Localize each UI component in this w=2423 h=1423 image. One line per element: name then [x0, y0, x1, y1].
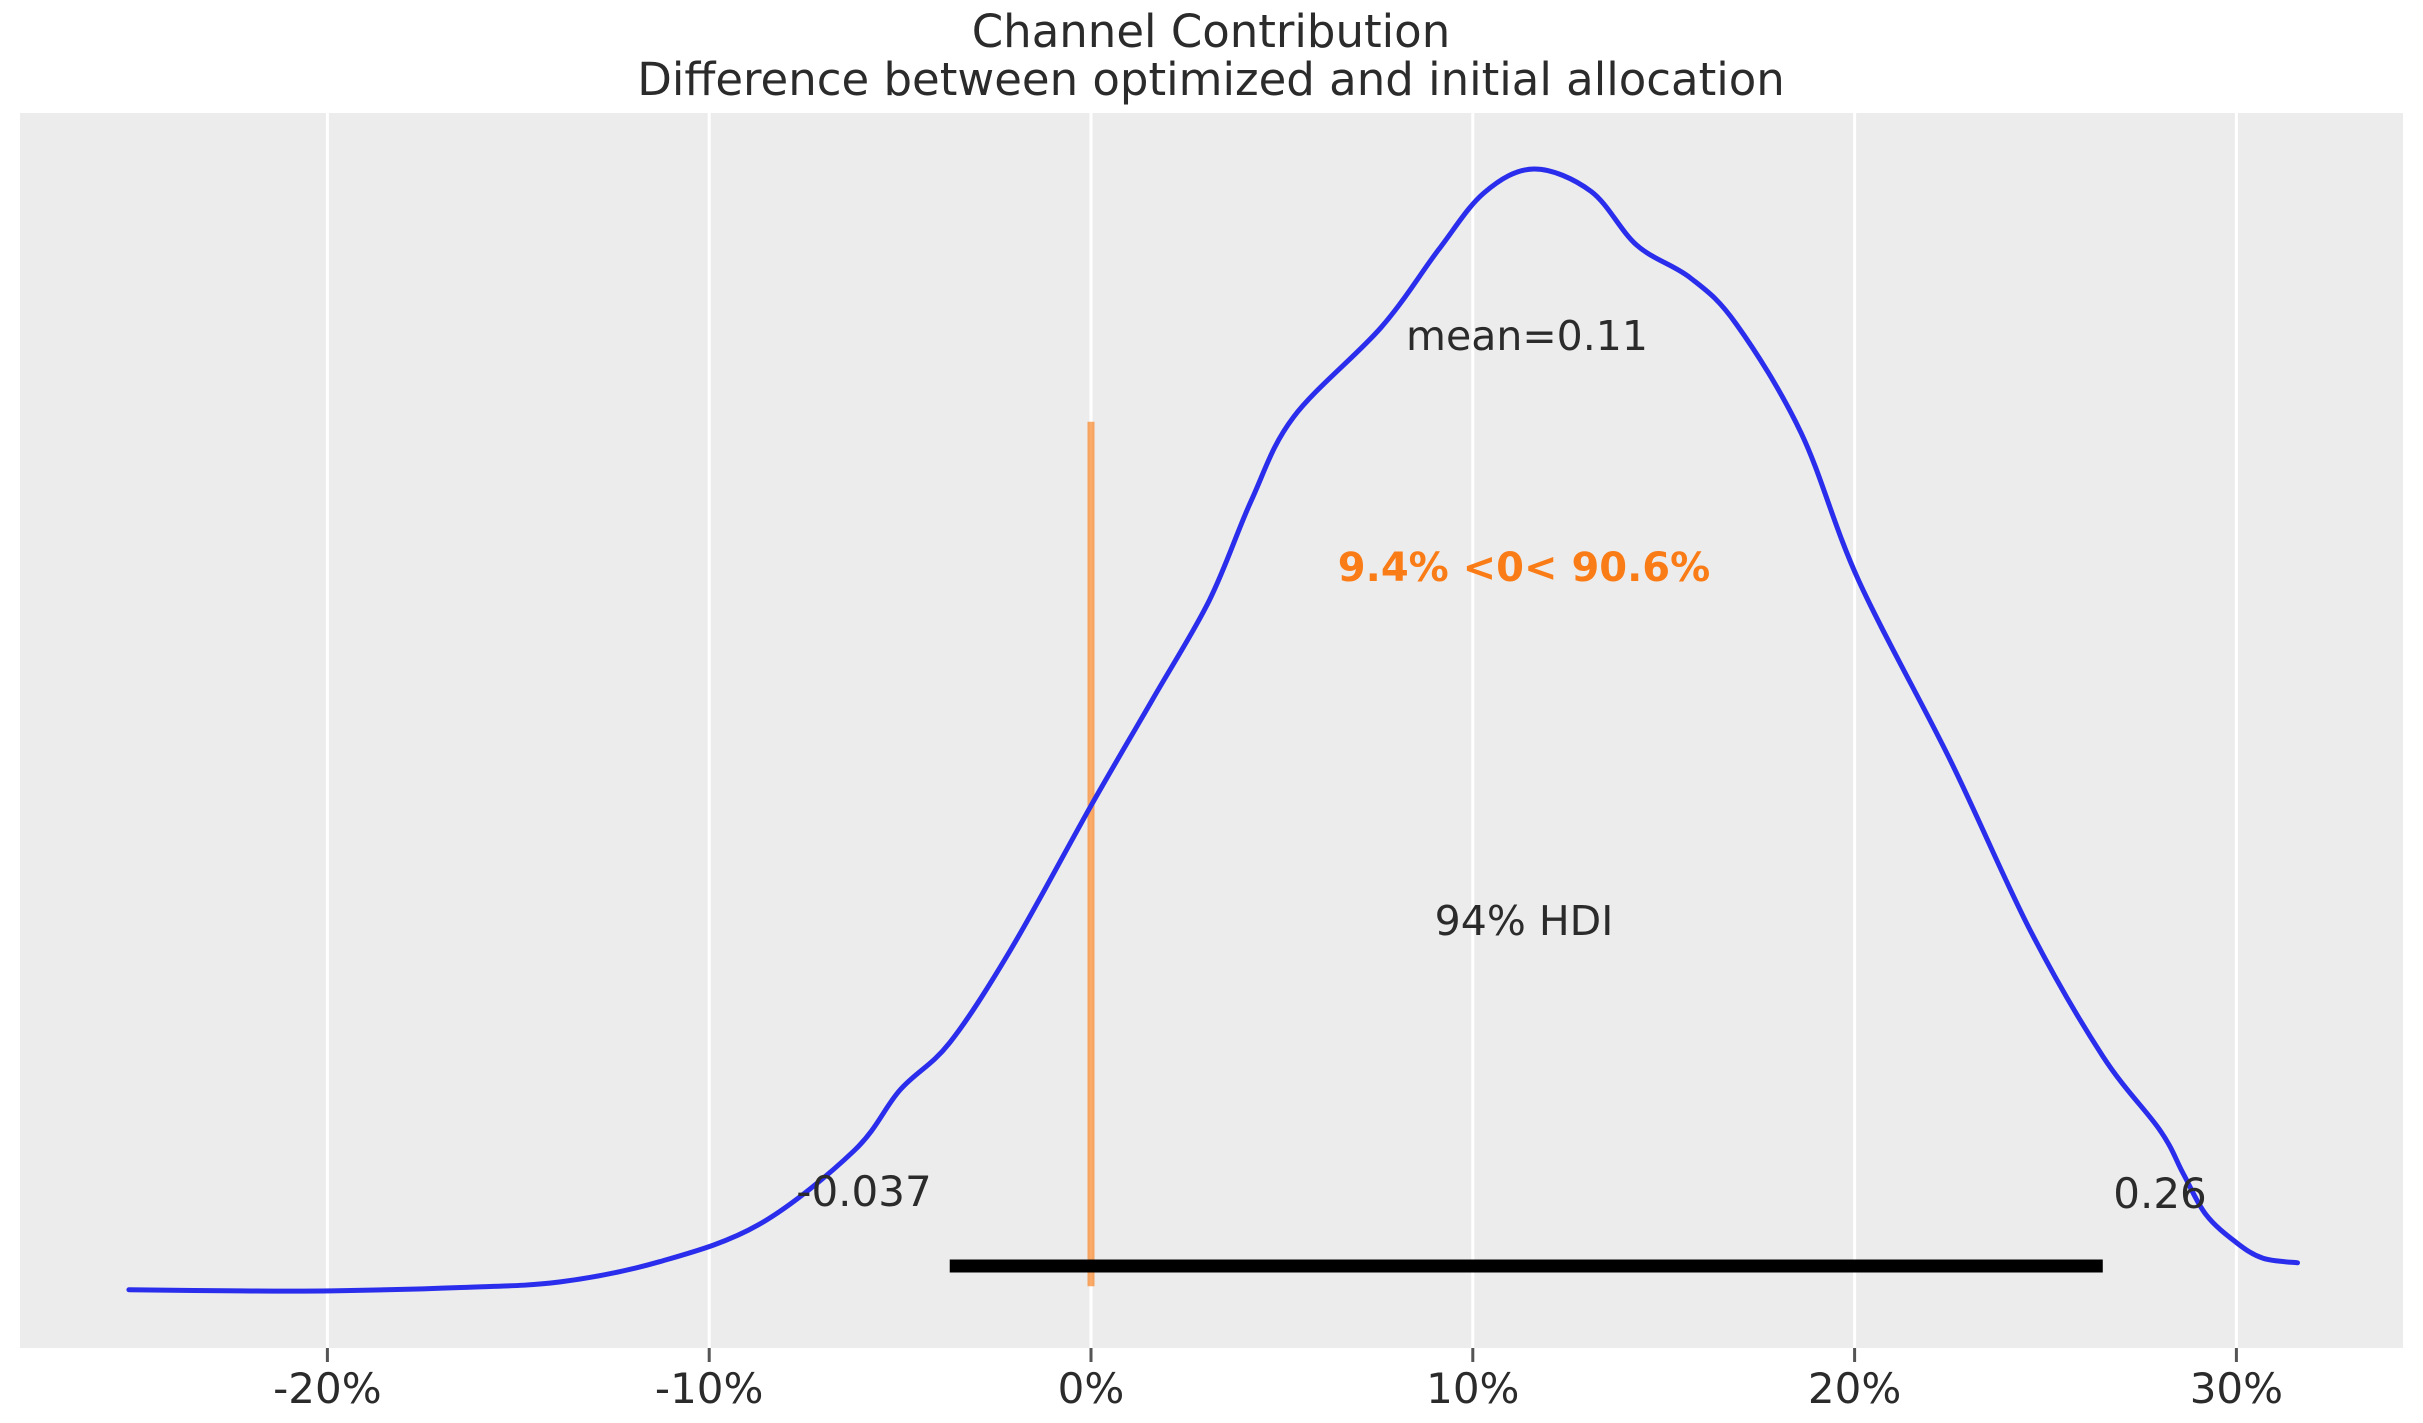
- ref-value-probability-annotation: 9.4% <0< 90.6%: [1337, 545, 1711, 591]
- mean-annotation: mean=0.11: [1406, 312, 1648, 360]
- chart-title-line2: Difference between optimized and initial…: [637, 53, 1785, 106]
- kde-curve: [126, 166, 2300, 1294]
- x-tick-label: 10%: [1426, 1364, 1520, 1413]
- chart-title-line1: Channel Contribution: [971, 5, 1451, 58]
- hdi-lower-value-label: -0.037: [796, 1167, 932, 1216]
- chart-title: Channel Contribution Difference between …: [637, 8, 1785, 104]
- hdi-title-annotation: 94% HDI: [1434, 897, 1614, 945]
- x-tick-label: 30%: [2189, 1364, 2284, 1413]
- hdi-upper-value-label: 0.26: [2113, 1169, 2207, 1218]
- x-tick-label: 0%: [1057, 1364, 1125, 1413]
- x-tick-label: -20%: [273, 1364, 382, 1413]
- plot-panel: [20, 113, 2403, 1348]
- x-tick-label: 20%: [1807, 1364, 1902, 1413]
- x-tick-label: -10%: [654, 1364, 764, 1413]
